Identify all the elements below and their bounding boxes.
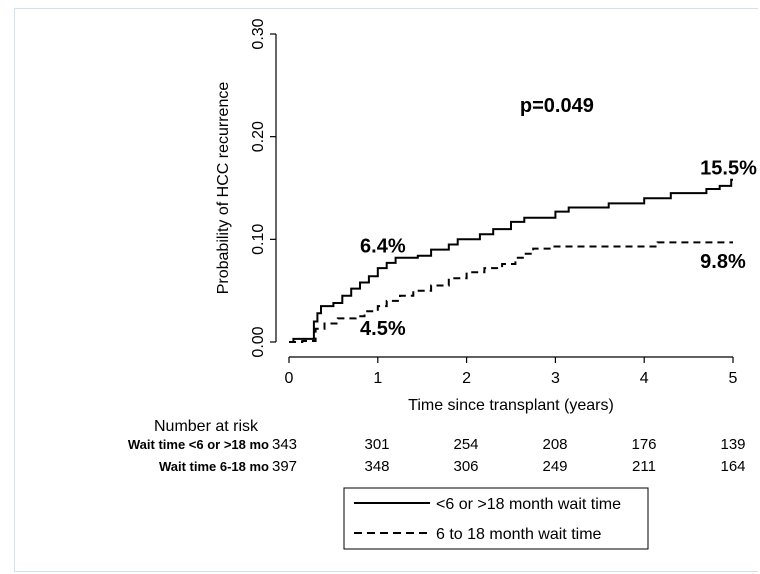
y-axis-title: Probability of HCC recurrence xyxy=(215,82,232,295)
x-tick-label: 4 xyxy=(640,370,649,387)
series-line-2 xyxy=(289,241,733,343)
risk-value: 254 xyxy=(453,436,478,453)
legend-label-1: <6 or >18 month wait time xyxy=(436,496,621,513)
risk-table: Number at risk Wait time <6 or >18 mo 343… xyxy=(128,418,746,475)
annotation-label: 6.4% xyxy=(360,236,406,258)
x-tick-label: 2 xyxy=(462,370,471,387)
risk-value: 164 xyxy=(720,458,745,475)
x-tick-label: 1 xyxy=(373,370,382,387)
y-ticks: 0.00 0.10 0.20 0.30 xyxy=(250,18,276,358)
x-tick-label: 5 xyxy=(729,370,738,387)
annotation-label: 4.5% xyxy=(360,318,406,340)
legend-box xyxy=(343,487,649,550)
risk-value: 397 xyxy=(272,458,297,475)
legend-label-2: 6 to 18 month wait time xyxy=(436,526,602,543)
risk-value: 211 xyxy=(632,458,656,475)
x-axis-title: Time since transplant (years) xyxy=(408,397,614,414)
x-tick-label: 3 xyxy=(551,370,560,387)
annotation-label: 9.8% xyxy=(700,251,746,273)
y-tick-label: 0.10 xyxy=(250,224,267,255)
plot-axes xyxy=(275,34,733,358)
risk-table-title: Number at risk xyxy=(154,418,259,435)
risk-value: 139 xyxy=(720,436,745,453)
annotation-label: p=0.049 xyxy=(520,95,594,117)
risk-value: 176 xyxy=(631,436,656,453)
series-lines xyxy=(289,178,733,343)
risk-value: 343 xyxy=(272,436,297,453)
annotations: p=0.049 15.5% 6.4% 9.8% 4.5% xyxy=(360,95,757,340)
series-line-1 xyxy=(289,178,733,343)
risk-value: 208 xyxy=(542,436,567,453)
legend: <6 or >18 month wait time 6 to 18 month w… xyxy=(343,487,649,550)
risk-value: 249 xyxy=(542,458,567,475)
annotation-label: 15.5% xyxy=(700,158,757,180)
risk-row-label: Wait time <6 or >18 mo xyxy=(128,437,269,452)
y-tick-label: 0.20 xyxy=(250,121,267,152)
figure-frame xyxy=(14,8,758,572)
x-ticks: 0 1 2 3 4 5 xyxy=(285,357,738,387)
risk-row-label: Wait time 6-18 mo xyxy=(159,459,269,474)
risk-value: 306 xyxy=(453,458,478,475)
x-tick-label: 0 xyxy=(285,370,294,387)
y-tick-label: 0.00 xyxy=(250,326,267,357)
risk-value: 301 xyxy=(364,436,389,453)
risk-value: 348 xyxy=(364,458,389,475)
y-tick-label: 0.30 xyxy=(250,18,267,49)
